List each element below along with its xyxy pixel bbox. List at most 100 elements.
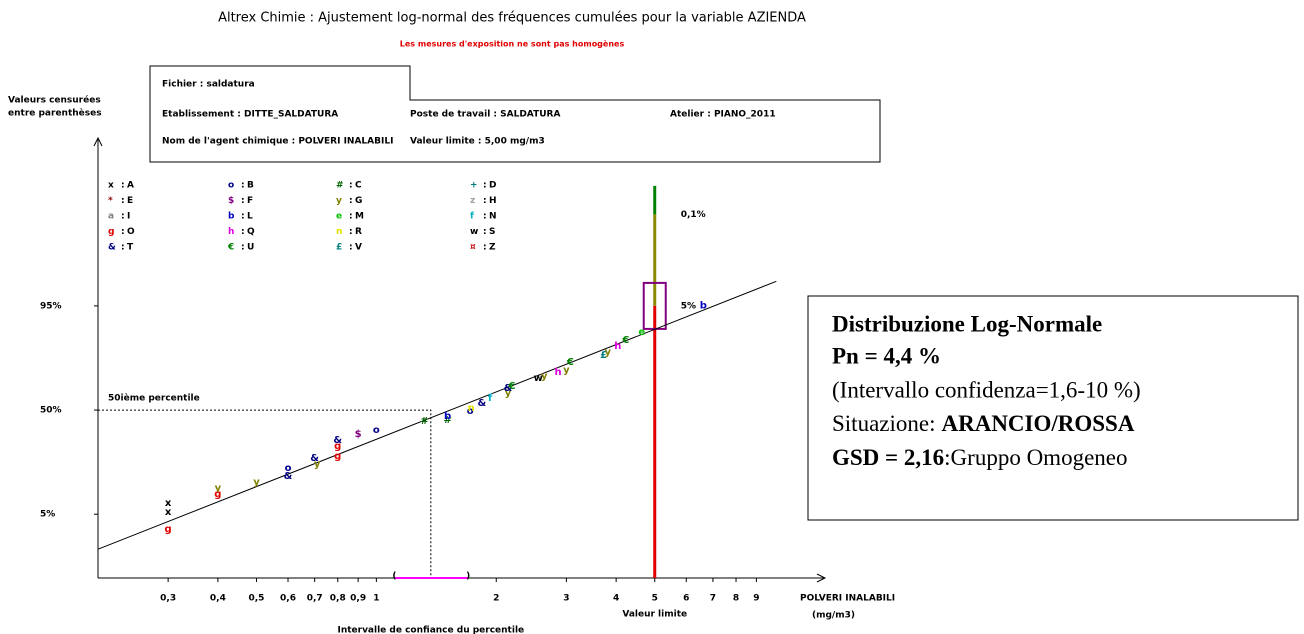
legend-marker: o	[228, 181, 234, 191]
legend-marker: b	[228, 212, 235, 222]
result-pn: Pn = 4,4 %	[832, 343, 941, 368]
ci-close: )	[466, 572, 470, 582]
legend-separator: :	[121, 227, 125, 237]
legend-marker: $	[228, 196, 234, 206]
legend-label: O	[127, 227, 135, 237]
legend-marker: #	[336, 181, 344, 191]
legend-separator: :	[121, 243, 125, 253]
legend-separator: :	[483, 243, 487, 253]
legend-label: V	[355, 243, 362, 253]
legend-label: E	[127, 196, 133, 206]
percentile-guide	[98, 409, 432, 578]
legend-marker: x	[108, 181, 114, 191]
x-tick-label: 6	[683, 594, 689, 604]
legend-label: B	[247, 181, 254, 191]
legend-label: N	[489, 212, 497, 222]
legend-separator: :	[241, 212, 245, 222]
legend-label: A	[127, 181, 134, 191]
x-axis-label: (mg/m3)	[812, 611, 855, 621]
gsd-value: GSD = 2,16	[832, 445, 944, 470]
ci-open: (	[392, 572, 396, 582]
gsd-group: :Gruppo Omogeneo	[944, 445, 1127, 470]
info-agent: Nom de l'agent chimique : POLVERI INALAB…	[162, 137, 393, 147]
situation-label: Situazione:	[832, 411, 935, 436]
point: o	[467, 406, 474, 417]
point: &	[284, 471, 293, 482]
info-file: Fichier : saldatura	[162, 80, 255, 90]
percentile-label: 50ième percentile	[108, 393, 200, 404]
result-situation: Situazione: ARANCIO/ROSSA	[832, 411, 1135, 436]
point: b	[444, 411, 451, 422]
x-tick-label: 1	[373, 594, 379, 604]
legend-separator: :	[241, 227, 245, 237]
legend-marker: £	[336, 243, 342, 253]
info-box	[149, 65, 881, 163]
point: y	[215, 483, 222, 494]
point: €	[566, 357, 574, 368]
legend-label: L	[247, 212, 253, 222]
point: y	[314, 459, 321, 470]
legend-marker: h	[228, 227, 234, 237]
legend-marker: y	[336, 196, 342, 206]
legend-label: T	[127, 243, 134, 253]
point: f	[488, 393, 493, 404]
x-tick-label: 0,7	[307, 594, 323, 604]
legend-separator: :	[483, 181, 487, 191]
legend-marker: f	[470, 212, 474, 222]
point: &	[310, 453, 319, 464]
legend-separator: :	[349, 212, 353, 222]
point: g	[165, 524, 172, 535]
legend-separator: :	[121, 196, 125, 206]
legend-label: S	[489, 227, 495, 237]
point: €	[621, 335, 629, 346]
y-tick-label: 50%	[40, 406, 62, 416]
point: g	[334, 441, 341, 452]
axes	[93, 136, 827, 583]
legend-marker: &	[108, 243, 116, 253]
x-tick-label: 0,5	[249, 594, 265, 604]
point: y	[253, 477, 260, 488]
legend-label: Q	[247, 227, 255, 237]
legend-label: H	[489, 196, 497, 206]
legend-marker: +	[470, 181, 478, 191]
info-limit: Valeur limite : 5,00 mg/m3	[410, 137, 545, 147]
legend-separator: :	[241, 196, 245, 206]
legend-marker: a	[108, 212, 114, 222]
legend-separator: :	[349, 196, 353, 206]
result-ci: (Intervallo confidenza=1,6-10 %)	[832, 377, 1141, 402]
legend-label: R	[355, 227, 362, 237]
point: £	[600, 350, 607, 361]
chart-title: Altrex Chimie : Ajustement log-normal de…	[218, 11, 806, 26]
result-title: Distribuzione Log-Normale	[832, 311, 1102, 336]
point: h	[614, 341, 621, 352]
ci-label: Intervalle de confiance du percentile	[337, 626, 524, 634]
legend-label: G	[355, 196, 362, 206]
x-axis-label: POLVERI INALABILI	[800, 594, 895, 604]
y-tick-label: 95%	[40, 301, 62, 311]
point: $	[355, 429, 362, 440]
legend-marker: €	[227, 243, 234, 253]
legend-marker: w	[470, 227, 478, 237]
x-tick-label: 4	[613, 594, 619, 604]
limit-label: Valeur limite	[622, 610, 687, 620]
legend-marker: n	[336, 227, 342, 237]
x-tick-label: 9	[753, 594, 759, 604]
point: #	[420, 416, 428, 427]
info-establishment: Etablissement : DITTE_SALDATURA	[162, 110, 338, 120]
point: o	[373, 425, 380, 436]
y-axis-label: Valeurs censurées	[8, 95, 101, 106]
x-tick-label: 0,4	[210, 594, 226, 604]
point: g	[214, 489, 221, 500]
x-tick-label: 0,6	[280, 594, 296, 604]
chart-subtitle: Les mesures d'exposition ne sont pas hom…	[400, 39, 625, 49]
fit-line	[97, 280, 777, 550]
legend-marker: *	[108, 196, 113, 206]
point: &	[333, 435, 342, 446]
x-tick-label: 5	[652, 594, 658, 604]
y-axis-label: entre parenthèses	[8, 108, 102, 119]
legend-label: F	[247, 196, 253, 206]
point: w	[534, 373, 543, 384]
x-tick-label: 0,8	[330, 594, 346, 604]
x-tick-label: 2	[493, 594, 499, 604]
